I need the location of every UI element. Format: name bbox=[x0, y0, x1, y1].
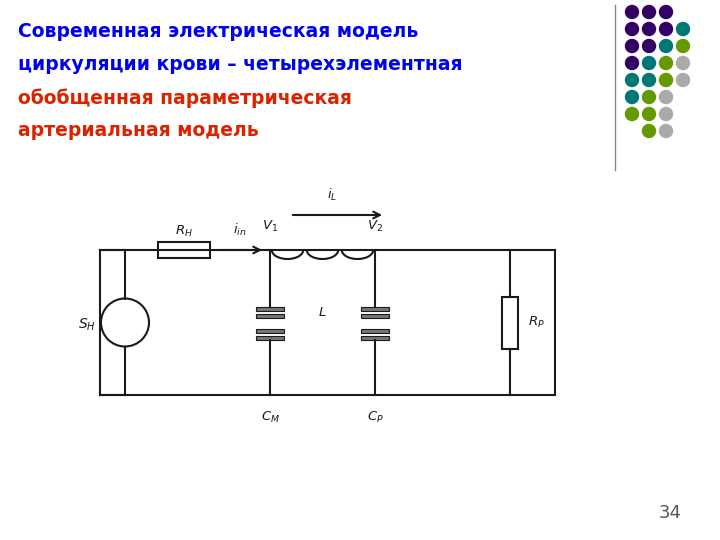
Circle shape bbox=[677, 57, 690, 70]
Text: $C_M$: $C_M$ bbox=[261, 410, 279, 425]
Circle shape bbox=[677, 73, 690, 86]
Text: $L$: $L$ bbox=[318, 306, 327, 319]
Text: $V_2$: $V_2$ bbox=[367, 219, 383, 234]
Circle shape bbox=[626, 39, 639, 52]
Text: обобщенная параметрическая: обобщенная параметрическая bbox=[18, 88, 352, 107]
Text: Современная электрическая модель: Современная электрическая модель bbox=[18, 22, 418, 41]
Bar bbox=[158, 242, 210, 258]
Circle shape bbox=[626, 73, 639, 86]
Circle shape bbox=[660, 39, 672, 52]
Bar bbox=[361, 307, 389, 310]
Circle shape bbox=[626, 23, 639, 36]
Circle shape bbox=[660, 125, 672, 138]
Text: $C_P$: $C_P$ bbox=[366, 410, 384, 425]
Text: артериальная модель: артериальная модель bbox=[18, 121, 258, 140]
Bar bbox=[361, 328, 389, 333]
Circle shape bbox=[642, 39, 655, 52]
Bar bbox=[256, 335, 284, 340]
Circle shape bbox=[642, 57, 655, 70]
Bar bbox=[256, 307, 284, 310]
Circle shape bbox=[660, 107, 672, 120]
Circle shape bbox=[660, 57, 672, 70]
Text: 34: 34 bbox=[659, 504, 682, 522]
Circle shape bbox=[642, 107, 655, 120]
Bar bbox=[256, 314, 284, 318]
Text: $R_P$: $R_P$ bbox=[528, 315, 544, 330]
Bar bbox=[256, 328, 284, 333]
Bar bbox=[361, 314, 389, 318]
Circle shape bbox=[660, 73, 672, 86]
Circle shape bbox=[642, 91, 655, 104]
Circle shape bbox=[642, 125, 655, 138]
Circle shape bbox=[677, 23, 690, 36]
Text: циркуляции крови – четырехэлементная: циркуляции крови – четырехэлементная bbox=[18, 55, 462, 74]
Text: $i_L$: $i_L$ bbox=[328, 187, 338, 203]
Bar bbox=[361, 335, 389, 340]
Circle shape bbox=[626, 107, 639, 120]
Circle shape bbox=[642, 73, 655, 86]
Text: $V_1$: $V_1$ bbox=[262, 219, 278, 234]
Bar bbox=[502, 296, 518, 348]
Text: $i_{in}$: $i_{in}$ bbox=[233, 222, 247, 238]
Circle shape bbox=[660, 23, 672, 36]
Text: $R_H$: $R_H$ bbox=[175, 224, 193, 239]
Circle shape bbox=[642, 5, 655, 18]
Circle shape bbox=[660, 5, 672, 18]
Text: $S_H$: $S_H$ bbox=[78, 316, 96, 333]
Circle shape bbox=[660, 91, 672, 104]
Circle shape bbox=[642, 23, 655, 36]
Circle shape bbox=[626, 5, 639, 18]
Circle shape bbox=[677, 39, 690, 52]
Circle shape bbox=[626, 57, 639, 70]
Circle shape bbox=[626, 91, 639, 104]
